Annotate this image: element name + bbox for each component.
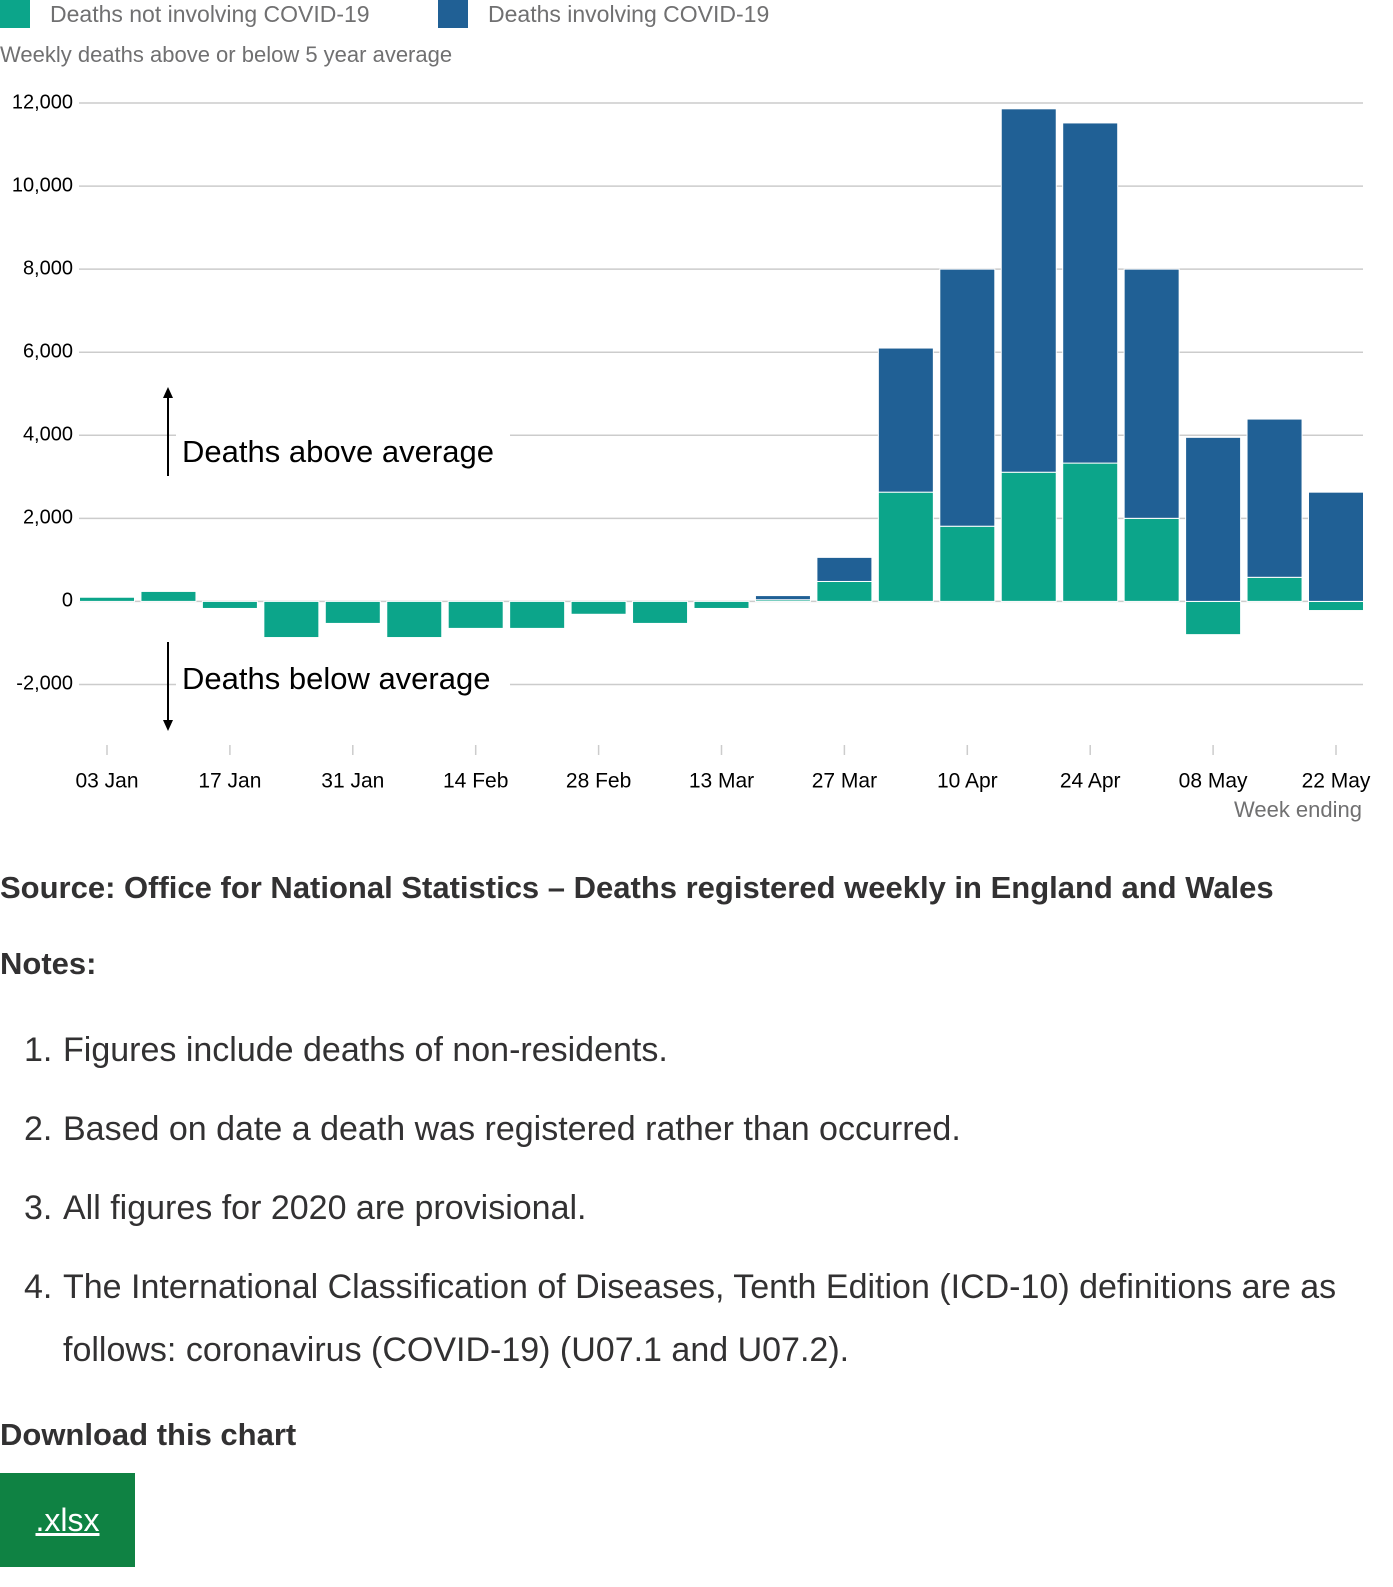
bar — [939, 268, 996, 527]
notes-title: Notes: — [0, 946, 97, 981]
legend-swatch — [0, 0, 30, 28]
x-tick-label: 24 Apr — [1060, 770, 1121, 793]
bar — [386, 600, 443, 639]
annotation: Deaths below average — [182, 661, 490, 696]
download-title: Download this chart — [0, 1417, 297, 1452]
annotation-bg — [176, 658, 510, 704]
y-tick-label: 6,000 — [23, 340, 73, 362]
y-tick-label: 8,000 — [23, 257, 73, 279]
bar — [1246, 576, 1303, 602]
bar — [816, 580, 873, 602]
legend-label: Deaths not involving COVID-19 — [50, 1, 370, 27]
note-text: Based on date a death was registered rat… — [63, 1110, 961, 1148]
bar — [1000, 471, 1057, 602]
x-tick-label: 17 Jan — [198, 770, 261, 793]
bar — [693, 600, 750, 609]
bar — [1185, 600, 1242, 636]
arrow-head — [163, 387, 173, 398]
arrow-head — [163, 720, 173, 731]
note-number: 3. — [24, 1189, 53, 1227]
bar — [754, 595, 811, 601]
x-tick-label: 13 Mar — [689, 770, 754, 793]
y-tick-label: 2,000 — [23, 507, 73, 529]
x-tick-label: 08 May — [1179, 770, 1248, 793]
subtitle: Weekly deaths above or below 5 year aver… — [0, 42, 452, 67]
legend-label: Deaths involving COVID-19 — [488, 1, 769, 27]
source: Source: Office for National Statistics –… — [0, 870, 1274, 905]
note-text: Figures include deaths of non-residents. — [63, 1031, 668, 1069]
bar — [509, 600, 566, 629]
bar — [447, 600, 504, 629]
bar — [1062, 122, 1119, 464]
x-tick-label: 28 Feb — [566, 770, 631, 793]
note-number: 1. — [24, 1031, 53, 1069]
bar — [1185, 436, 1242, 602]
legend-swatch — [438, 0, 468, 28]
x-tick-label: 27 Mar — [812, 770, 877, 793]
bar — [1308, 491, 1364, 602]
bar — [632, 600, 689, 624]
x-tick-label: 22 May — [1302, 770, 1371, 793]
annotation: Deaths above average — [182, 434, 494, 469]
x-axis-title: Week ending — [1234, 797, 1362, 822]
bar — [939, 525, 996, 602]
note-number: 4. — [24, 1268, 53, 1306]
bar — [877, 491, 934, 602]
note-text: All figures for 2020 are provisional. — [63, 1189, 587, 1227]
bar — [263, 600, 320, 639]
x-tick-label: 10 Apr — [937, 770, 998, 793]
x-tick-label: 03 Jan — [75, 770, 138, 793]
bar — [79, 596, 135, 602]
note-text: The International Classification of Dise… — [63, 1268, 1337, 1369]
bar — [1308, 600, 1364, 612]
bar — [1246, 418, 1303, 578]
bar — [1062, 462, 1119, 602]
y-tick-label: 0 — [62, 590, 73, 612]
bar — [816, 556, 873, 582]
bar — [570, 600, 627, 615]
bar — [1000, 108, 1057, 473]
bar — [201, 600, 258, 609]
download-button[interactable]: .xlsx — [0, 1473, 135, 1567]
bar — [1123, 268, 1180, 519]
note-number: 2. — [24, 1110, 53, 1148]
bar — [877, 347, 934, 493]
y-tick-label: 10,000 — [12, 174, 73, 196]
x-tick-label: 14 Feb — [443, 770, 508, 793]
y-tick-label: 4,000 — [23, 424, 73, 446]
annotation-bg — [176, 430, 510, 476]
bar — [140, 590, 197, 602]
bar — [324, 600, 381, 624]
x-tick-label: 31 Jan — [321, 770, 384, 793]
y-tick-label: 12,000 — [12, 91, 73, 113]
bar — [1123, 517, 1180, 602]
chart: Deaths not involving COVID-19 Deaths inv… — [0, 0, 1371, 822]
y-tick-label: -2,000 — [16, 673, 73, 695]
